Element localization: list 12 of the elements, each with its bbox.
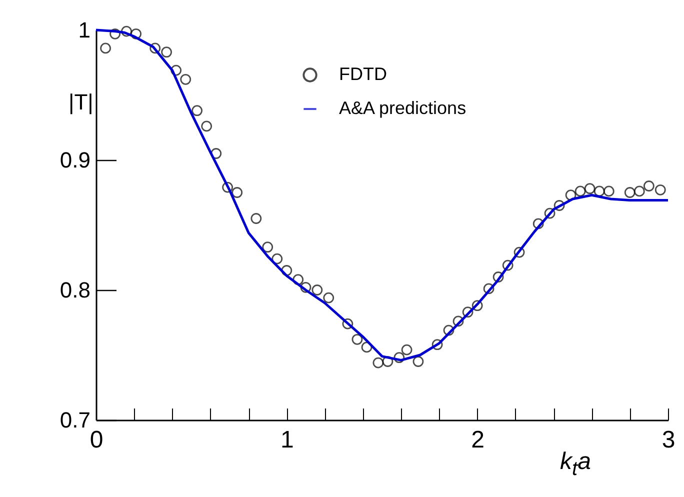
legend-label: FDTD [339,64,387,84]
y-tick-label: 1 [78,18,90,42]
y-axis-title: |T| [68,90,94,114]
y-tick-label: 0.9 [60,148,90,172]
legend-label: A&A predictions [339,98,466,118]
y-tick-label: 0.7 [60,408,90,432]
x-tick-label: 1 [280,426,294,454]
x-tick-label: 0 [90,426,104,454]
y-tick-label: 0.8 [60,278,90,302]
x-axis-title: k$_{t}$a [560,448,591,481]
x-tick-label: 2 [471,426,485,454]
x-tick-label: 3 [662,426,676,454]
